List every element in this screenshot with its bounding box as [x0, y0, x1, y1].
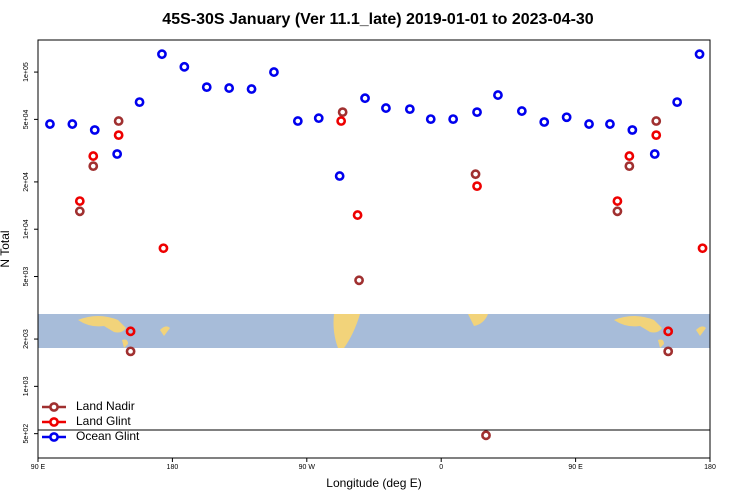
- point: [561, 112, 572, 123]
- point: [313, 113, 324, 124]
- point: [337, 107, 348, 118]
- point: [179, 61, 190, 72]
- point: [663, 346, 674, 357]
- point: [672, 97, 683, 108]
- point: [224, 83, 235, 93]
- point: [74, 206, 85, 217]
- legend-label: Ocean Glint: [76, 429, 140, 443]
- point: [481, 430, 491, 441]
- point: [125, 346, 136, 357]
- y-tick-label: 1e+04: [23, 219, 30, 239]
- point: [472, 181, 482, 192]
- x-tick-label: 0: [439, 464, 443, 471]
- point: [354, 275, 364, 286]
- point: [627, 125, 638, 135]
- legend-marker: [49, 417, 59, 427]
- legend-label: Land Glint: [76, 414, 131, 428]
- point: [381, 103, 391, 113]
- point: [697, 243, 708, 254]
- x-axis-label: Longitude (deg E): [326, 476, 421, 490]
- x-tick-label: 90 E: [568, 464, 583, 471]
- point: [112, 149, 123, 159]
- y-tick-label: 2e+04: [23, 172, 30, 192]
- point: [663, 326, 674, 337]
- point: [448, 114, 459, 125]
- legend-marker: [49, 432, 59, 442]
- point: [134, 97, 145, 108]
- chart-title: 45S-30S January (Ver 11.1_late) 2019-01-…: [162, 11, 593, 28]
- point: [113, 130, 124, 141]
- y-axis-label: N Total: [0, 230, 12, 267]
- point: [651, 130, 662, 141]
- point: [539, 117, 550, 127]
- point: [404, 104, 415, 115]
- point: [125, 326, 136, 337]
- point: [352, 210, 363, 220]
- point: [624, 161, 635, 172]
- point: [88, 161, 99, 172]
- point: [360, 93, 370, 104]
- point: [45, 119, 55, 129]
- y-tick-label: 1e+03: [23, 376, 30, 396]
- legend-marker: [49, 402, 59, 412]
- map-strip: [38, 314, 710, 348]
- point: [246, 84, 257, 94]
- point: [74, 196, 85, 206]
- plot-frame: [37, 39, 711, 459]
- point: [694, 49, 705, 60]
- point: [472, 107, 482, 118]
- point: [425, 114, 436, 125]
- point: [292, 116, 303, 126]
- x-tick-label: 90 W: [299, 464, 316, 471]
- point: [493, 90, 503, 100]
- point: [651, 116, 662, 126]
- point: [649, 149, 660, 159]
- point: [334, 171, 345, 181]
- point: [67, 119, 78, 129]
- point: [336, 116, 347, 126]
- y-tick-label: 1e+05: [23, 62, 30, 82]
- point: [88, 151, 99, 161]
- point: [158, 243, 169, 254]
- x-tick-label: 180: [167, 464, 179, 471]
- point: [624, 151, 635, 161]
- point: [612, 196, 623, 206]
- legend-label: Land Nadir: [76, 399, 135, 413]
- y-tick-label: 5e+03: [23, 267, 30, 287]
- point: [89, 125, 100, 135]
- y-tick-label: 2e+03: [23, 329, 30, 349]
- point: [612, 206, 623, 217]
- y-tick-label: 5e+02: [23, 424, 30, 444]
- point: [269, 67, 279, 77]
- x-tick-label: 180: [704, 464, 716, 471]
- point: [470, 169, 481, 180]
- point: [584, 119, 594, 129]
- x-tick-label: 90 E: [31, 464, 46, 471]
- point: [516, 106, 527, 116]
- point: [201, 82, 212, 93]
- point: [605, 119, 615, 129]
- point: [113, 116, 124, 126]
- y-tick-label: 5e+04: [23, 109, 30, 129]
- point: [157, 49, 167, 60]
